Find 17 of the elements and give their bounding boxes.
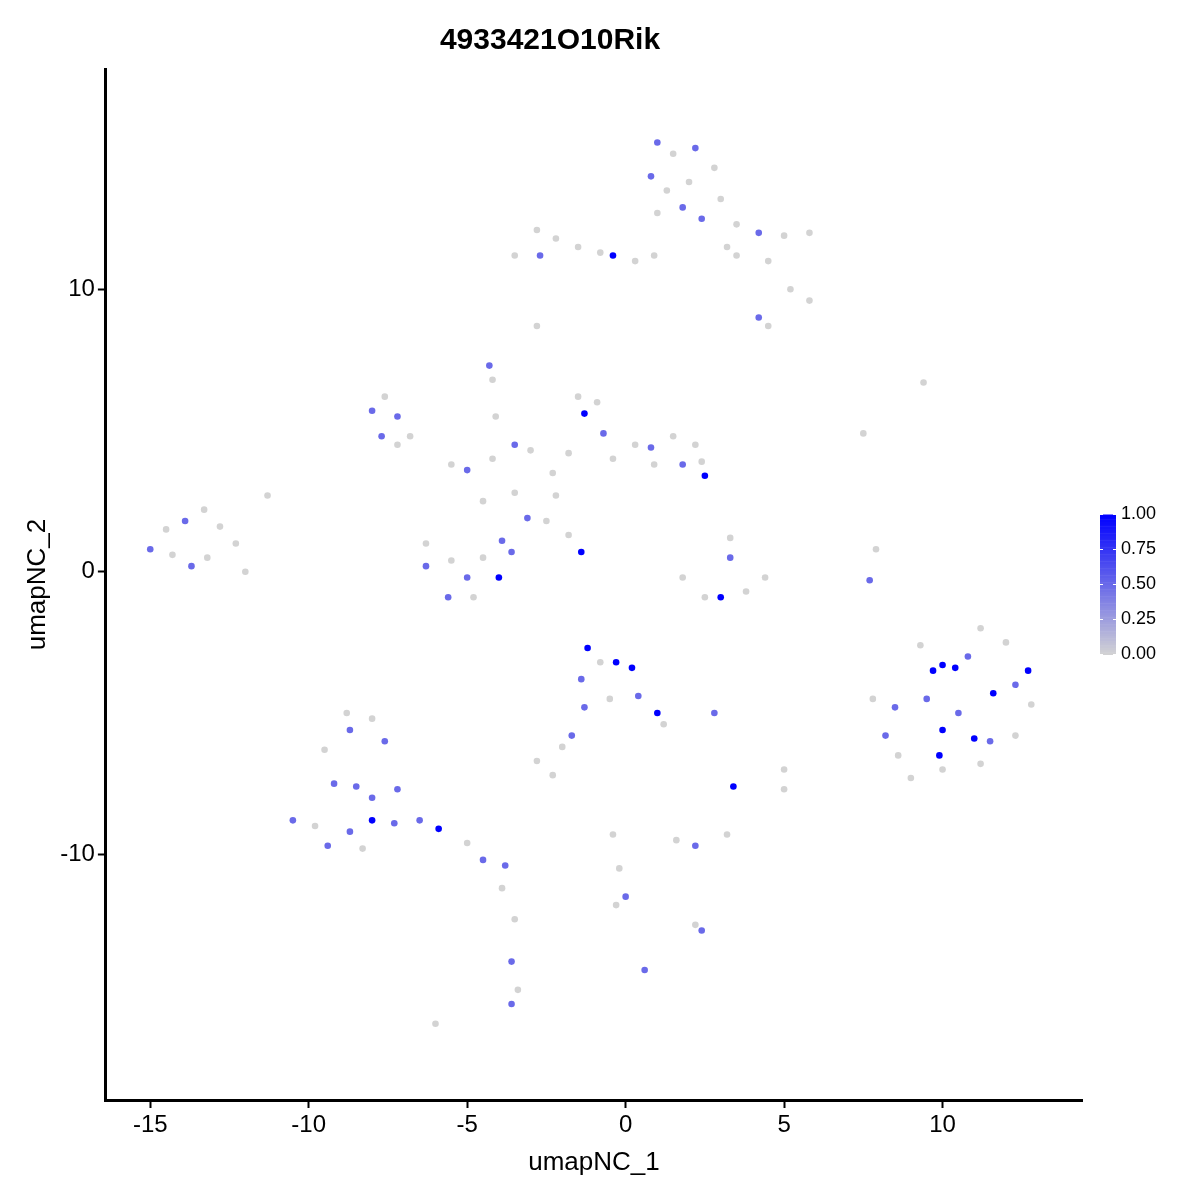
color-bar-label: 0.75	[1121, 538, 1157, 559]
chart-title: 4933421O10Rik	[439, 22, 661, 56]
x-tick-label: -10	[291, 1110, 327, 1138]
x-tick-label: 0	[618, 1110, 633, 1138]
color-bar-label: 1.00	[1121, 503, 1157, 524]
color-bar-label: 0.25	[1121, 608, 1157, 629]
y-tick-label: 0	[81, 556, 95, 584]
x-tick-label: 5	[777, 1110, 791, 1138]
x-tick-label: 10	[929, 1110, 956, 1138]
x-axis-title: umapNC_1	[528, 1145, 660, 1176]
x-tick-label: -15	[132, 1110, 168, 1138]
y-tick-label: -10	[60, 838, 95, 866]
color-bar-label: 0.50	[1121, 573, 1157, 594]
color-bar-label: 0.00	[1121, 643, 1157, 664]
x-tick-label: -5	[456, 1110, 478, 1138]
y-tick-label: 10	[68, 273, 95, 301]
y-axis-title: umapNC_2	[20, 518, 51, 651]
